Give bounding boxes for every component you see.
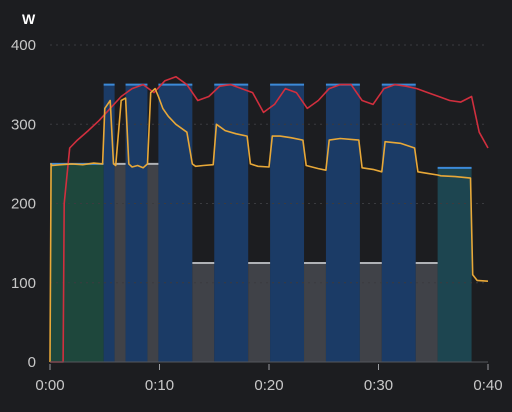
y-tick-label: 100 (11, 275, 36, 292)
interval-block-recovery (192, 262, 215, 362)
interval-block-threshold (270, 84, 305, 362)
interval-block-threshold (381, 84, 416, 362)
y-axis: 0 100 200 300 400 (11, 37, 36, 371)
y-tick-label: 300 (11, 116, 36, 133)
interval-block-threshold (214, 84, 249, 362)
interval-block-threshold (125, 84, 148, 362)
series-line-0 (49, 87, 489, 363)
x-tick-label: 0:40 (473, 377, 502, 394)
interval-block-recovery (114, 163, 126, 362)
x-tick-label: 0:30 (364, 377, 393, 394)
interval-block-endurance (50, 163, 104, 362)
x-tick-label: 0:20 (254, 377, 283, 394)
interval-block-threshold (325, 84, 360, 362)
interval-block-endurance (437, 167, 472, 362)
x-tick-label: 0:10 (145, 377, 174, 394)
x-tick-label: 0:00 (35, 377, 64, 394)
interval-block-recovery (304, 262, 326, 362)
interval-block-threshold (158, 84, 193, 362)
interval-blocks (50, 84, 472, 362)
grid (50, 44, 488, 284)
y-tick-label: 0 (28, 354, 36, 371)
interval-block-recovery (248, 262, 271, 362)
x-axis: 0:00 0:10 0:20 0:30 0:40 (35, 361, 503, 394)
interval-block-threshold (103, 84, 115, 362)
series-lines (49, 75, 489, 363)
series-line-1 (50, 75, 489, 363)
y-tick-label: 200 (11, 196, 36, 213)
interval-block-recovery (415, 262, 438, 362)
y-tick-label: 400 (11, 37, 36, 54)
unit-label: W (22, 11, 36, 27)
interval-block-recovery (147, 163, 159, 362)
interval-block-recovery (359, 262, 382, 362)
